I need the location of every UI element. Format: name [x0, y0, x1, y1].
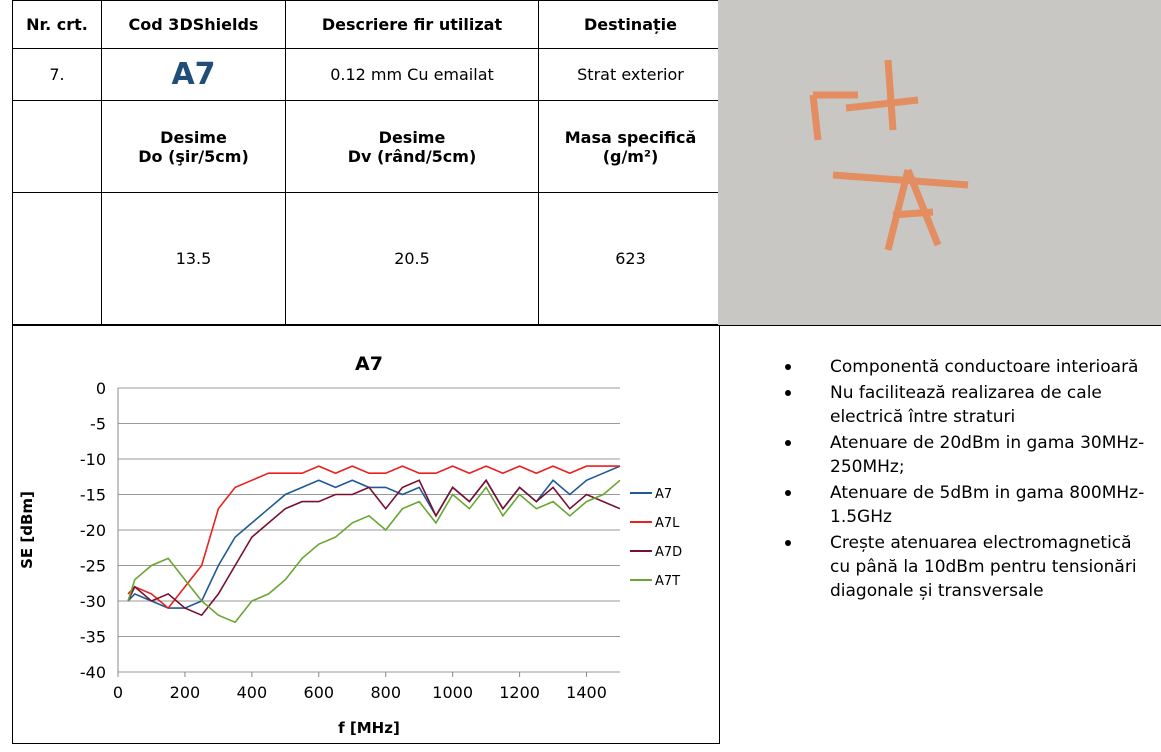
x-tick-label: 1000: [432, 683, 473, 702]
bullet: Atenuare de 5dBm in gama 800MHz-1.5GHz: [760, 481, 1155, 529]
cell: 623: [538, 192, 723, 325]
cell: 13.5: [101, 192, 286, 325]
bullet: Componentă conductoare interioară: [760, 355, 1155, 379]
bullet: Atenuare de 20dBm in gama 30MHz-250MHz;: [760, 431, 1155, 479]
sub-cell: Masa specifică (g/m²): [538, 100, 723, 193]
bullet: Nu facilitează realizarea de cale electr…: [760, 381, 1155, 429]
sub-unit: (g/m²): [602, 146, 659, 166]
x-tick-label: 1400: [566, 683, 607, 702]
series-line: [127, 465, 620, 610]
y-tick-label: -5: [90, 415, 106, 434]
x-tick-label: 0: [113, 683, 123, 702]
sub-unit: Do (şir/5cm): [138, 146, 249, 166]
info-table: Nr. crt. Cod 3DShields Descriere fir uti…: [12, 0, 723, 325]
x-tick-label: 800: [370, 683, 401, 702]
fabric: [718, 0, 1161, 326]
x-axis-label: f [MHz]: [338, 719, 400, 737]
y-tick-label: -25: [80, 557, 106, 576]
marker-strokes: [809, 59, 969, 251]
empty-cell: [12, 192, 102, 325]
sub-cell: Desime Do (şir/5cm): [101, 100, 286, 193]
x-tick-label: 600: [304, 683, 335, 702]
sub-unit: Dv (rând/5cm): [347, 146, 477, 166]
header-cell: Destinație: [538, 0, 723, 49]
chart-title: A7: [355, 353, 383, 375]
sub-title: Masa specifică: [564, 127, 697, 147]
photo: [718, 0, 1161, 326]
sub-cell: Desime Dv (rând/5cm): [285, 100, 539, 193]
y-tick-label: -10: [80, 450, 106, 469]
header-cell: Nr. crt.: [12, 0, 102, 49]
sub-title: Desime: [160, 127, 227, 147]
chart-cell: [12, 325, 720, 744]
legend-label: A7L: [655, 516, 680, 531]
y-tick-label: -35: [80, 628, 106, 647]
x-tick-label: 1200: [499, 683, 540, 702]
header-cell: Cod 3DShields: [101, 0, 286, 49]
y-tick-label: -20: [80, 521, 106, 540]
y-tick-label: 0: [96, 379, 106, 398]
sub-title: Desime: [378, 127, 446, 147]
legend-label: A7D: [655, 545, 682, 560]
bullet-cell: [720, 325, 1161, 744]
series-line: [127, 465, 621, 609]
y-tick-label: -30: [80, 592, 106, 611]
series-line: [127, 478, 621, 617]
x-tick-label: 200: [170, 683, 201, 702]
y-tick-label: -15: [80, 486, 106, 505]
series-line: [127, 479, 621, 624]
y-tick-label: -40: [80, 663, 106, 682]
chart: A7 f [MHz] SE [dBm] 0 -5 -10 -15 -20 -25 -30 -3…: [18, 353, 682, 737]
x-tick-label: 400: [237, 683, 268, 702]
cell: 0.12 mm Cu emailat: [285, 48, 539, 101]
empty-cell: [12, 100, 102, 193]
cell: 7.: [12, 48, 102, 101]
y-axis-label: SE [dBm]: [18, 491, 36, 569]
header-cell: Descriere fir utilizat: [285, 0, 539, 49]
bullet: Crește atenuarea electromagnetică cu pân…: [760, 531, 1155, 603]
legend-label: A7T: [655, 574, 680, 589]
legend-label: A7: [655, 487, 672, 502]
cell: 20.5: [285, 192, 539, 325]
bullet-list: Componentă conductoare interioară Nu faci…: [760, 355, 1155, 605]
code-cell: A7: [101, 48, 286, 101]
cell: Strat exterior: [538, 48, 723, 101]
